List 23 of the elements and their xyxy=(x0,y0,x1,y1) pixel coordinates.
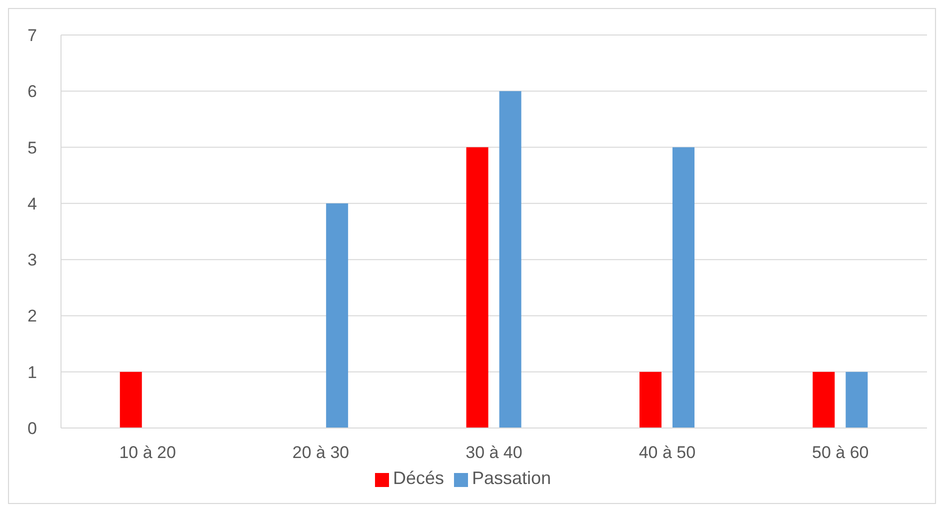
bar xyxy=(672,147,694,428)
x-tick-label: 40 à 50 xyxy=(638,443,696,462)
legend-label: Passation xyxy=(472,468,552,488)
bar xyxy=(120,372,142,428)
bar xyxy=(326,203,348,428)
x-tick-label: 50 à 60 xyxy=(812,443,869,462)
y-tick-label: 0 xyxy=(28,419,37,438)
y-tick-label: 1 xyxy=(28,362,37,382)
y-tick-label: 4 xyxy=(28,194,37,214)
bar xyxy=(846,372,868,428)
legend-label: Décés xyxy=(392,468,444,488)
y-tick-label: 7 xyxy=(28,26,37,46)
y-tick-label: 3 xyxy=(28,250,37,270)
y-tick-label: 2 xyxy=(28,306,37,326)
bar xyxy=(466,147,488,428)
bar xyxy=(499,91,522,428)
x-tick-label: 20 à 30 xyxy=(292,443,350,462)
y-tick-label: 6 xyxy=(28,82,37,102)
y-tick-label: 5 xyxy=(28,138,37,158)
x-tick-label: 30 à 40 xyxy=(466,443,522,462)
bar xyxy=(639,372,662,428)
x-tick-label: 10 à 20 xyxy=(119,443,176,462)
bar xyxy=(812,372,835,428)
